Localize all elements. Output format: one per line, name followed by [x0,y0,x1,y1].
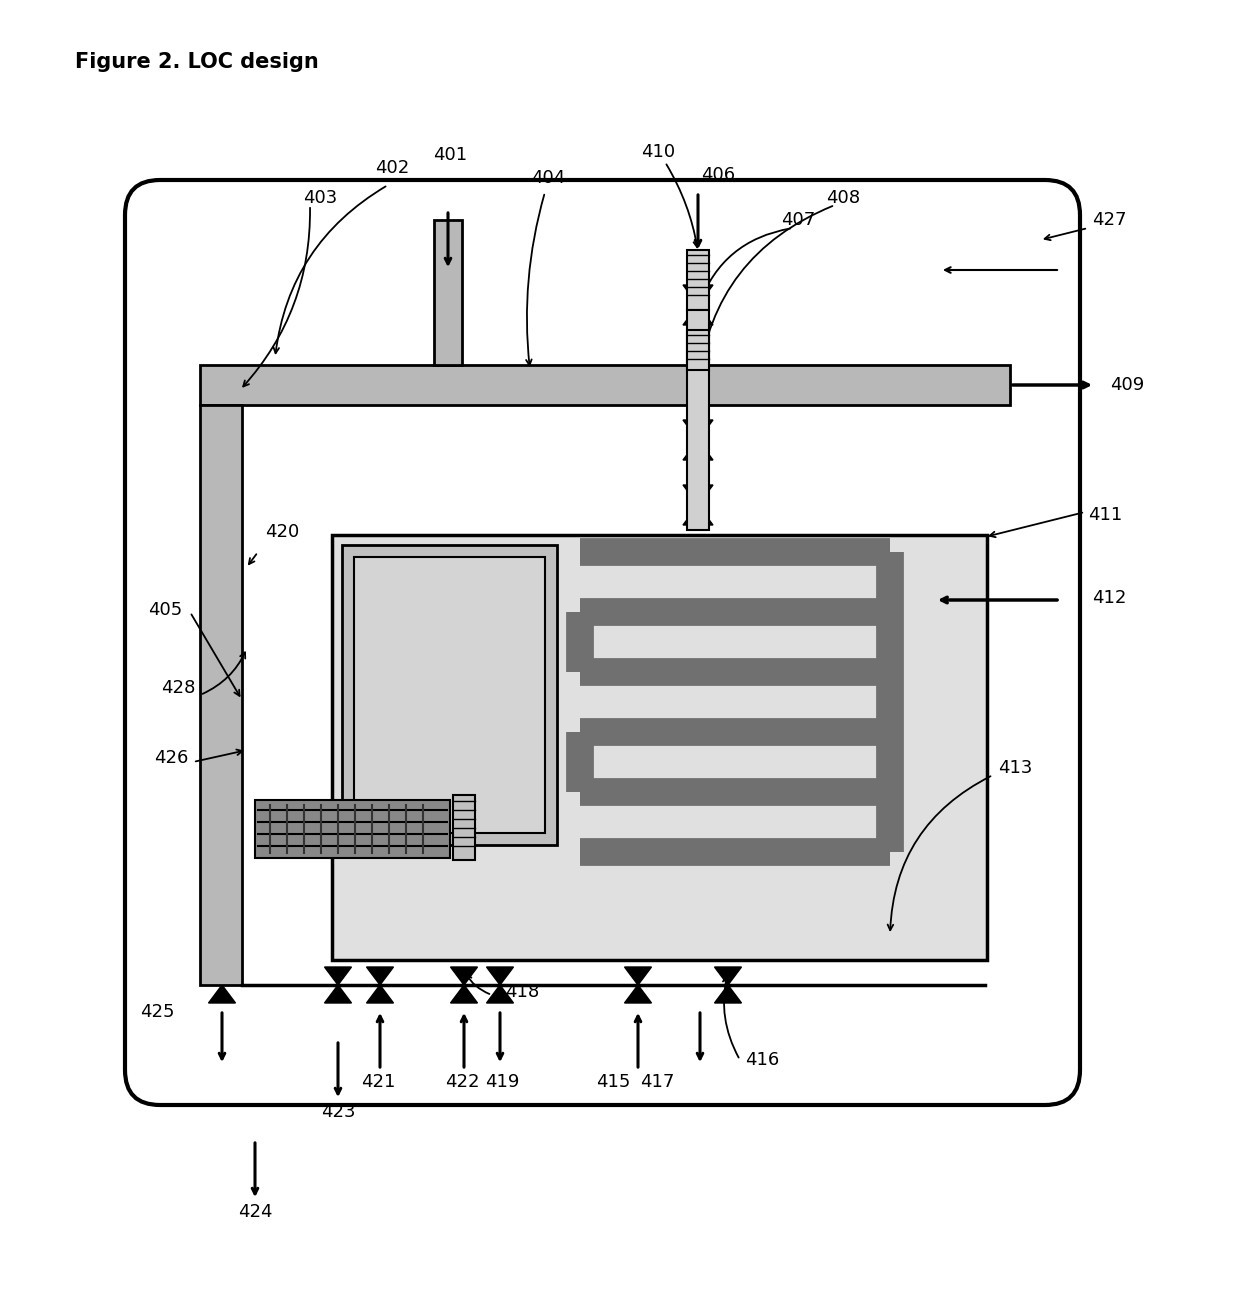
Polygon shape [714,985,742,1003]
Bar [687,330,709,370]
Text: 405: 405 [148,601,182,619]
Bar [687,249,709,310]
Polygon shape [683,440,713,460]
Polygon shape [486,985,513,1003]
Text: 418: 418 [505,983,539,1000]
Polygon shape [683,306,713,325]
Polygon shape [714,966,742,985]
Text: 407: 407 [781,212,815,229]
Polygon shape [450,774,477,793]
Polygon shape [367,985,393,1003]
Text: 419: 419 [485,1074,520,1091]
Polygon shape [320,370,340,400]
Bar [332,535,987,960]
Polygon shape [870,370,890,400]
Polygon shape [683,285,713,306]
Bar [342,545,557,845]
Polygon shape [683,421,713,440]
Polygon shape [935,584,957,616]
Text: 425: 425 [140,1003,175,1021]
Text: 401: 401 [433,146,467,165]
Text: 412: 412 [1092,589,1126,607]
Bar [453,795,475,859]
Polygon shape [849,370,870,400]
Polygon shape [208,985,236,1003]
Text: 426: 426 [154,750,188,767]
Polygon shape [711,370,730,400]
Text: 421: 421 [361,1074,396,1091]
Text: 415: 415 [595,1074,630,1091]
Polygon shape [450,720,477,738]
FancyBboxPatch shape [125,180,1080,1105]
Polygon shape [730,370,750,400]
Text: 417: 417 [640,1074,675,1091]
Polygon shape [325,966,351,985]
Text: 428: 428 [161,679,195,697]
Text: 406: 406 [701,166,735,184]
Text: 416: 416 [745,1051,779,1070]
Polygon shape [683,505,713,525]
Polygon shape [325,985,351,1003]
Polygon shape [529,370,551,400]
Polygon shape [367,966,393,985]
Polygon shape [683,485,713,505]
Text: 409: 409 [1110,376,1145,394]
Bar [353,556,546,833]
Polygon shape [625,966,651,985]
Text: Figure 2. LOC design: Figure 2. LOC design [74,52,319,72]
Text: 420: 420 [265,522,299,541]
Text: 424: 424 [238,1203,273,1221]
Text: 427: 427 [1092,212,1126,229]
Bar [200,405,242,985]
Text: 413: 413 [998,759,1033,777]
Polygon shape [450,757,477,774]
Text: 408: 408 [826,189,861,206]
Bar [255,801,450,858]
Bar [687,310,709,530]
Text: 410: 410 [641,142,675,161]
Text: 404: 404 [531,168,565,187]
Polygon shape [913,584,935,616]
Polygon shape [510,370,529,400]
Bar [434,219,463,364]
Polygon shape [340,370,360,400]
Bar [200,364,1011,405]
Text: 422: 422 [445,1074,479,1091]
Text: 411: 411 [1087,505,1122,524]
Polygon shape [450,966,477,985]
Polygon shape [208,966,236,985]
Polygon shape [450,985,477,1003]
Text: 423: 423 [321,1104,355,1121]
Text: 403: 403 [303,189,337,206]
Polygon shape [486,966,513,985]
Polygon shape [625,985,651,1003]
Text: 402: 402 [374,159,409,178]
Polygon shape [450,703,477,720]
